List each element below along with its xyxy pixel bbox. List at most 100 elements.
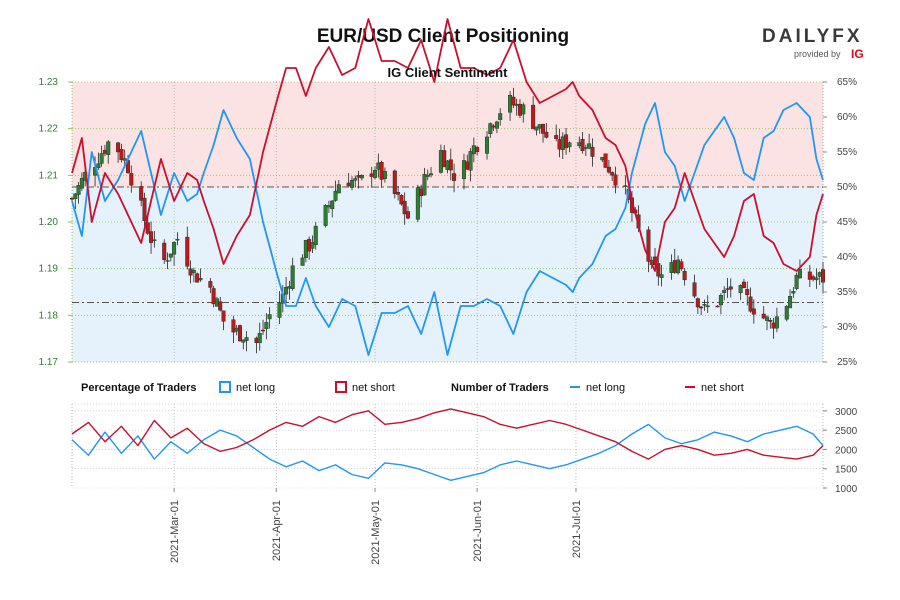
candle-body — [541, 123, 546, 134]
candle-body — [722, 290, 727, 293]
candle-body — [705, 305, 710, 308]
candle-body — [287, 286, 292, 289]
candle-body — [544, 131, 549, 138]
candle-body — [461, 160, 466, 180]
candle-body — [149, 231, 154, 243]
candle-body — [488, 123, 493, 135]
price-tick-label: 1.19 — [39, 264, 59, 275]
candle-body — [106, 141, 111, 155]
price-tick-label: 1.23 — [39, 77, 59, 88]
percent-tick-label: 45% — [837, 217, 857, 228]
traders-grid — [71, 403, 824, 489]
candle-body — [237, 325, 242, 342]
candle-body — [172, 242, 177, 255]
candle-body — [613, 174, 618, 186]
candle-body — [76, 185, 81, 195]
candle-body — [405, 211, 410, 219]
percent-tick-label: 40% — [837, 252, 857, 263]
candle-body — [241, 339, 246, 343]
candle-body — [517, 103, 522, 116]
legend-num-long: net long — [586, 382, 625, 394]
traders-tick-label: 1000 — [835, 484, 858, 495]
candle-body — [807, 271, 812, 280]
candle-body — [359, 175, 364, 179]
candle-body — [751, 308, 756, 315]
candle-body — [326, 205, 331, 208]
candle-body — [471, 145, 476, 155]
sentiment-lines — [71, 18, 824, 356]
candle-body — [402, 200, 407, 215]
candle-body — [699, 306, 704, 309]
candle-body — [656, 263, 661, 277]
candle-body — [590, 146, 595, 157]
candle-body — [797, 268, 802, 279]
candle-body — [442, 150, 447, 168]
candle-body — [465, 161, 470, 170]
candle-body — [303, 240, 308, 259]
candle-body — [610, 172, 615, 176]
candle-body — [475, 147, 480, 152]
candle-body — [768, 320, 773, 322]
candle-body — [445, 160, 450, 170]
candle-body — [531, 104, 536, 129]
candle-body — [646, 229, 651, 262]
candle-body — [702, 304, 707, 306]
candle-body — [313, 225, 318, 245]
candle-body — [448, 159, 453, 171]
candle-body — [185, 236, 190, 267]
candle-body — [336, 184, 341, 194]
legend-num-short: net short — [701, 382, 744, 394]
logo-provided-by: provided by — [794, 49, 841, 59]
candle-body — [198, 278, 203, 281]
percent-tick-label: 50% — [837, 182, 857, 193]
candle-body — [142, 197, 147, 222]
traders-panel: 1000 1500 2000 2500 3000 2021-Mar-01 2021-Apr… — [71, 403, 858, 565]
candle-body — [606, 166, 611, 173]
candle-body — [99, 153, 104, 164]
logo-wordmark: DAILYFX — [762, 26, 863, 47]
candle-body — [208, 281, 213, 288]
candle-body — [415, 187, 420, 220]
date-tick-label: 2021-Jul-01 — [571, 500, 583, 558]
percent-tick-label: 25% — [837, 357, 857, 368]
candle-body — [214, 298, 219, 307]
candle-body — [771, 322, 776, 329]
candle-body — [175, 238, 180, 241]
sentiment-panel: 1.17 1.18 1.19 1.20 1.21 1.22 1.23 25% 30% 35% 40… — [39, 18, 857, 368]
candle-body — [267, 314, 272, 320]
candle-body — [369, 173, 374, 177]
candle-body — [333, 190, 338, 201]
candle-body — [491, 125, 496, 128]
candle-body — [494, 121, 499, 129]
candle-body — [234, 327, 239, 332]
candle-body — [485, 136, 490, 154]
candle-body — [587, 143, 592, 149]
candle-body — [560, 136, 565, 150]
traders-tick-label: 2000 — [835, 445, 858, 456]
candle-body — [669, 262, 674, 273]
candle-body — [162, 242, 167, 260]
price-tick-label: 1.20 — [39, 217, 59, 228]
candle-body — [761, 313, 766, 319]
candle-body — [379, 162, 384, 180]
traders-tick-label: 1500 — [835, 465, 858, 476]
candle-body — [145, 222, 150, 234]
net-short-pct-line — [71, 18, 824, 272]
candle-body — [396, 191, 401, 195]
candle-body — [679, 261, 684, 270]
candle-body — [498, 113, 503, 120]
candle-body — [659, 274, 664, 278]
candle-body — [521, 104, 526, 115]
candle-body — [425, 174, 430, 177]
candle-body — [254, 337, 259, 344]
candle-body — [811, 276, 816, 280]
candle-body — [96, 163, 101, 168]
candle-body — [715, 305, 720, 308]
candle-body — [514, 103, 519, 106]
traders-tick-label: 3000 — [835, 407, 858, 418]
candle-body — [231, 319, 236, 333]
percent-tick-label: 35% — [837, 287, 857, 298]
candle-body — [290, 265, 295, 289]
candle-body — [419, 188, 424, 197]
candle-body — [725, 288, 730, 290]
